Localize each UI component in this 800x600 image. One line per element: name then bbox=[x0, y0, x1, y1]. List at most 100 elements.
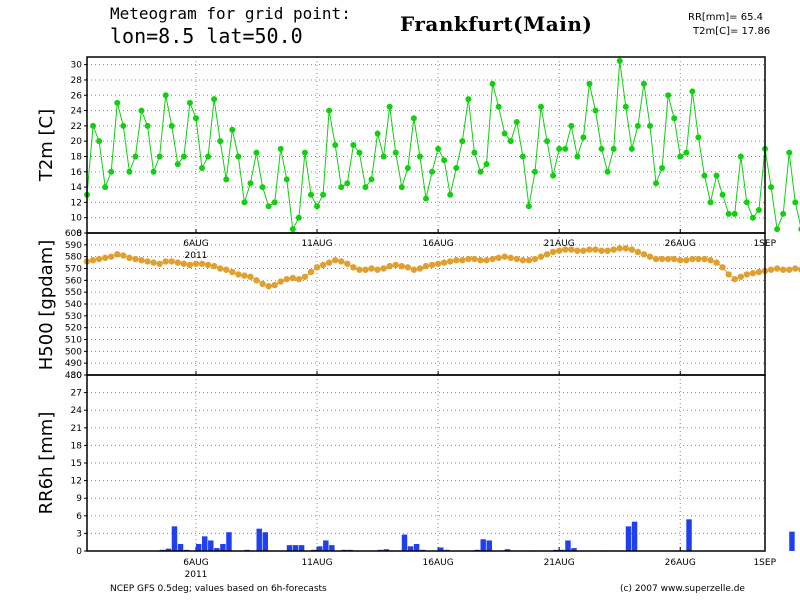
t2m-data-point bbox=[513, 119, 520, 126]
t2m-data-point bbox=[192, 115, 199, 122]
t2m-data-point bbox=[326, 107, 333, 114]
h500-data-point bbox=[95, 255, 103, 263]
h500-data-point bbox=[658, 255, 666, 263]
h500-data-point bbox=[198, 260, 206, 267]
h500-data-point bbox=[792, 265, 799, 272]
rr6h-bar bbox=[220, 543, 226, 551]
h500-data-point bbox=[283, 275, 290, 283]
h500-data-point bbox=[598, 247, 605, 254]
h500-data-point bbox=[247, 273, 254, 280]
h500-data-point bbox=[289, 274, 297, 282]
h500-data-point bbox=[265, 283, 272, 290]
temperature-mean-readout: T2m[C]= 17.86 bbox=[693, 26, 771, 37]
y-tick-label: 540 bbox=[65, 300, 82, 310]
t2m-data-point bbox=[386, 103, 393, 110]
t2m-data-point bbox=[786, 149, 793, 156]
t2m-data-point bbox=[550, 172, 557, 179]
t2m-data-point bbox=[604, 168, 611, 175]
t2m-data-point bbox=[580, 134, 587, 141]
h500-data-point bbox=[229, 268, 236, 276]
t2m-data-point bbox=[562, 145, 569, 152]
rr6h-bar bbox=[165, 548, 172, 551]
location-title: Frankfurt(Main) bbox=[400, 12, 593, 36]
h500-data-point bbox=[428, 261, 436, 269]
x-tick-label: 11AUG bbox=[301, 239, 332, 249]
h500-data-point bbox=[210, 262, 218, 270]
t2m-data-point bbox=[380, 153, 387, 160]
t2m-data-point bbox=[265, 203, 272, 210]
y-axis-label: H500 [gpdam] bbox=[36, 240, 57, 371]
rr6h-bar bbox=[571, 548, 577, 551]
t2m-data-point bbox=[90, 122, 97, 129]
t2m-data-point bbox=[271, 199, 278, 206]
h500-data-point bbox=[138, 257, 145, 264]
t2m-data-point bbox=[441, 157, 448, 164]
t2m-data-point bbox=[102, 184, 109, 191]
y-tick-label: 8 bbox=[76, 229, 82, 239]
h500-data-point bbox=[501, 253, 508, 260]
y-tick-label: 3 bbox=[76, 529, 82, 539]
y-tick-label: 10 bbox=[71, 214, 83, 224]
h500-data-point bbox=[695, 255, 702, 263]
t2m-data-point bbox=[683, 149, 690, 156]
x-tick-label: 1SEP bbox=[753, 239, 776, 249]
y-tick-label: 0 bbox=[76, 547, 82, 557]
t2m-data-point bbox=[525, 203, 532, 210]
t2m-data-point bbox=[277, 145, 284, 152]
t2m-data-point bbox=[410, 115, 417, 122]
t2m-data-point bbox=[743, 199, 750, 206]
t2m-data-point bbox=[774, 226, 781, 233]
y-tick-label: 16 bbox=[71, 168, 83, 178]
rr6h-bar bbox=[329, 545, 335, 551]
h500-data-point bbox=[586, 246, 593, 253]
t2m-data-point bbox=[338, 184, 345, 191]
h500-data-point bbox=[519, 257, 527, 264]
h500-data-point bbox=[132, 255, 139, 263]
h500-data-point bbox=[344, 260, 351, 267]
h500-data-point bbox=[664, 255, 672, 263]
h500-data-point bbox=[253, 277, 260, 284]
t2m-data-point bbox=[634, 122, 641, 129]
y-tick-label: 12 bbox=[71, 477, 82, 487]
t2m-data-point bbox=[665, 92, 672, 99]
h500-data-point bbox=[301, 273, 309, 280]
rr6h-bar bbox=[407, 546, 414, 551]
h500-data-point bbox=[150, 259, 157, 266]
h500-data-point bbox=[114, 251, 121, 258]
h500-data-point bbox=[392, 261, 399, 269]
t2m-data-point bbox=[598, 145, 605, 152]
y-tick-label: 15 bbox=[71, 459, 82, 469]
y-tick-label: 580 bbox=[65, 253, 82, 263]
h500-data-point bbox=[144, 258, 151, 265]
t2m-data-point bbox=[144, 122, 151, 129]
y-tick-label: 18 bbox=[71, 441, 83, 451]
y-tick-label: 21 bbox=[71, 424, 82, 434]
t2m-data-point bbox=[114, 99, 121, 106]
t2m-data-point bbox=[217, 138, 224, 145]
x-tick-label: 21AUG bbox=[544, 239, 575, 249]
t2m-data-point bbox=[259, 184, 266, 191]
t2m-data-point bbox=[483, 161, 490, 168]
h500-data-point bbox=[737, 273, 744, 280]
rr6h-bar bbox=[226, 532, 232, 551]
x-tick-label: 16AUG bbox=[423, 239, 454, 249]
t2m-data-point bbox=[156, 153, 163, 160]
h500-data-point bbox=[610, 246, 617, 253]
h500-data-point bbox=[434, 260, 442, 267]
t2m-data-point bbox=[568, 122, 575, 129]
t2m-data-point bbox=[108, 168, 115, 175]
x-year-label: 2011 bbox=[185, 570, 208, 580]
t2m-data-point bbox=[640, 80, 647, 87]
t2m-data-point bbox=[253, 149, 260, 156]
rr6h-bar bbox=[686, 519, 692, 551]
t2m-data-point bbox=[713, 172, 720, 179]
t2m-data-point bbox=[332, 142, 339, 148]
t2m-data-point bbox=[368, 176, 375, 183]
h500-data-point bbox=[574, 247, 581, 254]
y-axis-label: T2m [C] bbox=[36, 109, 57, 182]
h500-data-point bbox=[422, 262, 430, 270]
h500-data-point bbox=[416, 265, 424, 272]
h500-data-point bbox=[186, 261, 194, 269]
rr6h-bar bbox=[256, 528, 262, 551]
h500-data-point bbox=[126, 254, 133, 262]
